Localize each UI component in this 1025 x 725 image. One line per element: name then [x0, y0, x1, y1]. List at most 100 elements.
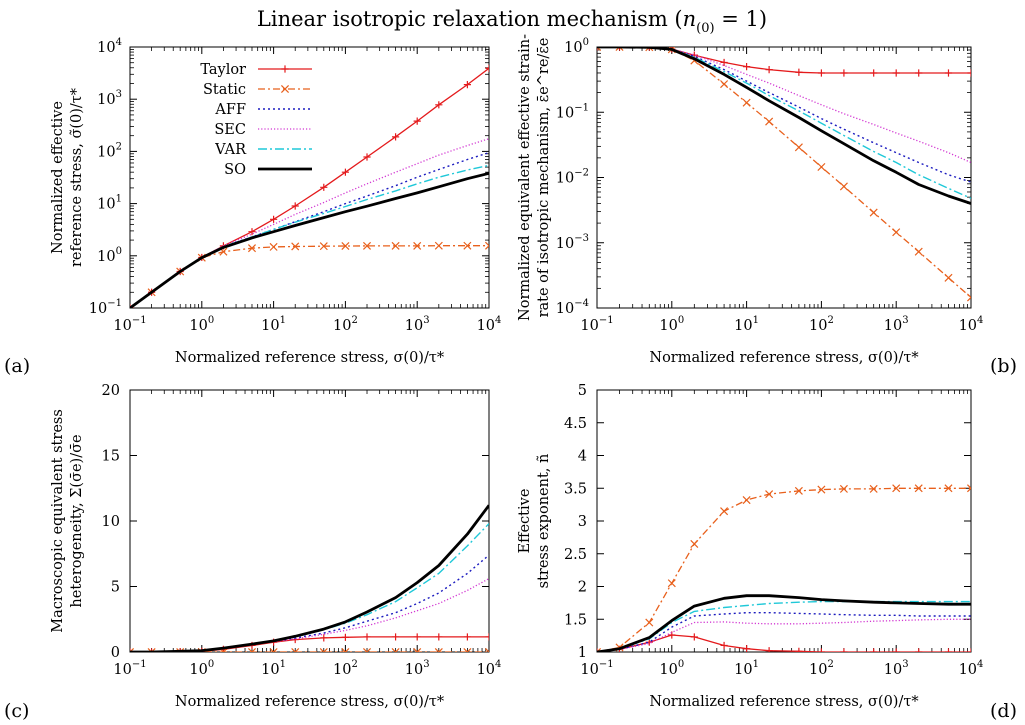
data-point [967, 69, 971, 77]
data-point [869, 208, 878, 217]
data-point [320, 183, 328, 191]
y-tick-label: 101 [97, 194, 122, 213]
series-line-sec [130, 578, 489, 652]
data-point [320, 634, 328, 642]
data-point [944, 648, 953, 652]
y-tick-label: 20 [102, 383, 120, 399]
data-point [147, 647, 156, 652]
y-axis-label: Normalized effective reference stress, σ̃… [50, 87, 85, 267]
x-tick-label: 10−1 [113, 659, 146, 678]
y-tick-label: 5 [578, 383, 587, 399]
data-point [391, 133, 400, 141]
data-point [840, 69, 848, 77]
data-point [765, 490, 774, 499]
panel-a: 10−1 100 101 102 103 104 10−1 100 101 102 103 104 No… [4, 37, 501, 377]
data-point [794, 143, 803, 152]
data-point [966, 484, 971, 493]
data-point [362, 647, 372, 652]
data-point [363, 633, 371, 641]
y-tick-label: 10−1 [556, 102, 589, 121]
data-point [413, 117, 421, 125]
legend: Taylor Static AFF SEC VAR SO [200, 62, 312, 178]
data-point [795, 647, 803, 652]
data-point [484, 241, 489, 250]
data-point [743, 63, 751, 71]
x-tick-label: 103 [405, 315, 430, 334]
data-point [892, 484, 901, 493]
panel-b: 10−1 100 101 102 103 104 10−4 10−3 10−2 10−1 100 No… [517, 34, 1017, 377]
data-point [248, 228, 256, 236]
data-point [391, 647, 400, 652]
data-point [485, 633, 489, 641]
legend-label-var: VAR [214, 142, 247, 158]
data-point [247, 244, 257, 253]
data-point [870, 648, 878, 652]
data-point [966, 293, 971, 302]
data-point [435, 633, 443, 641]
panel-letter: (d) [990, 700, 1017, 722]
y-tick-label: 10−2 [556, 168, 589, 187]
x-tick-label: 10−1 [113, 315, 146, 334]
data-point [391, 241, 400, 250]
y-tick-label: 5 [111, 580, 120, 596]
data-point [690, 633, 698, 641]
data-point [319, 242, 328, 251]
data-point [817, 485, 826, 494]
data-point [434, 241, 443, 250]
data-point [869, 484, 878, 493]
y-tick-label: 1.5 [564, 612, 587, 628]
data-point [892, 648, 900, 652]
series-line-sec [597, 47, 971, 164]
series-line-aff [130, 151, 489, 308]
series-line-aff [597, 47, 971, 183]
data-point [597, 647, 602, 652]
series-group [597, 47, 971, 302]
x-axis-label: Normalized reference stress, σ(0)/τ* [175, 350, 445, 366]
data-point [645, 618, 654, 627]
data-point [667, 579, 676, 588]
series-line-aff [597, 612, 971, 652]
x-axis-label: Normalized reference stress, σ(0)/τ* [649, 350, 919, 366]
data-point [690, 539, 699, 548]
x-tick-label: 104 [477, 315, 502, 334]
x-tick-label: 103 [405, 659, 430, 678]
data-point [615, 47, 624, 51]
y-tick-label: 15 [102, 449, 120, 465]
data-point [944, 69, 953, 77]
series-line-var [130, 523, 489, 652]
data-point [914, 484, 923, 493]
series-group [130, 64, 489, 308]
x-tick-label: 102 [333, 315, 358, 334]
x-tick-label: 10−1 [580, 315, 613, 334]
y-axis-label: Effective stress exponent, ñ [517, 454, 552, 589]
data-point [915, 648, 923, 652]
data-point [967, 648, 971, 652]
data-point [463, 633, 471, 641]
series-line-so [597, 47, 971, 205]
plot-frame [129, 389, 490, 653]
y-axis-label: Normalized equivalent effective strain-r… [517, 34, 552, 321]
data-point [840, 648, 848, 652]
series-group [130, 504, 489, 652]
x-tick-label: 100 [659, 315, 684, 334]
data-point [341, 647, 350, 652]
data-point [319, 647, 328, 652]
data-point [435, 101, 443, 109]
data-point [892, 228, 901, 237]
y-tick-label: 100 [564, 37, 589, 56]
series-line-var [597, 47, 971, 199]
data-point [915, 69, 923, 77]
legend-label-taylor: Taylor [200, 62, 246, 78]
data-point [765, 117, 774, 126]
x-tick-label: 102 [809, 659, 834, 678]
data-point [130, 647, 135, 652]
x-tick-label: 102 [809, 315, 834, 334]
x-tick-label: 101 [261, 315, 286, 334]
y-tick-label: 0 [111, 645, 120, 661]
series-line-so [130, 504, 489, 652]
x-tick-label: 101 [734, 315, 759, 334]
data-point [484, 647, 489, 652]
y-tick-label: 103 [97, 89, 122, 108]
data-point [463, 241, 472, 250]
data-point [615, 47, 624, 52]
